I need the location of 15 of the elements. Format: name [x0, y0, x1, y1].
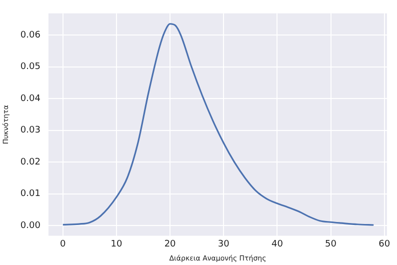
y-tick-label: 0.06 — [20, 30, 41, 40]
y-tick-label: 0.03 — [20, 126, 40, 136]
y-tick-label: 0.02 — [20, 157, 40, 168]
y-tick-label: 0.00 — [20, 220, 41, 231]
x-tick-label: 60 — [378, 240, 390, 250]
x-tick-label: 30 — [218, 240, 230, 250]
y-tick-label: 0.04 — [20, 94, 41, 104]
line-series — [62, 23, 374, 226]
x-tick-label: 0 — [60, 240, 66, 250]
x-tick-label: 20 — [164, 240, 176, 250]
x-tick-label: 40 — [271, 240, 284, 250]
x-tick-label: 10 — [110, 240, 122, 250]
x-tick-label: 50 — [325, 240, 337, 250]
y-tick-label: 0.01 — [20, 189, 40, 200]
y-tick-label: 0.05 — [20, 62, 40, 72]
